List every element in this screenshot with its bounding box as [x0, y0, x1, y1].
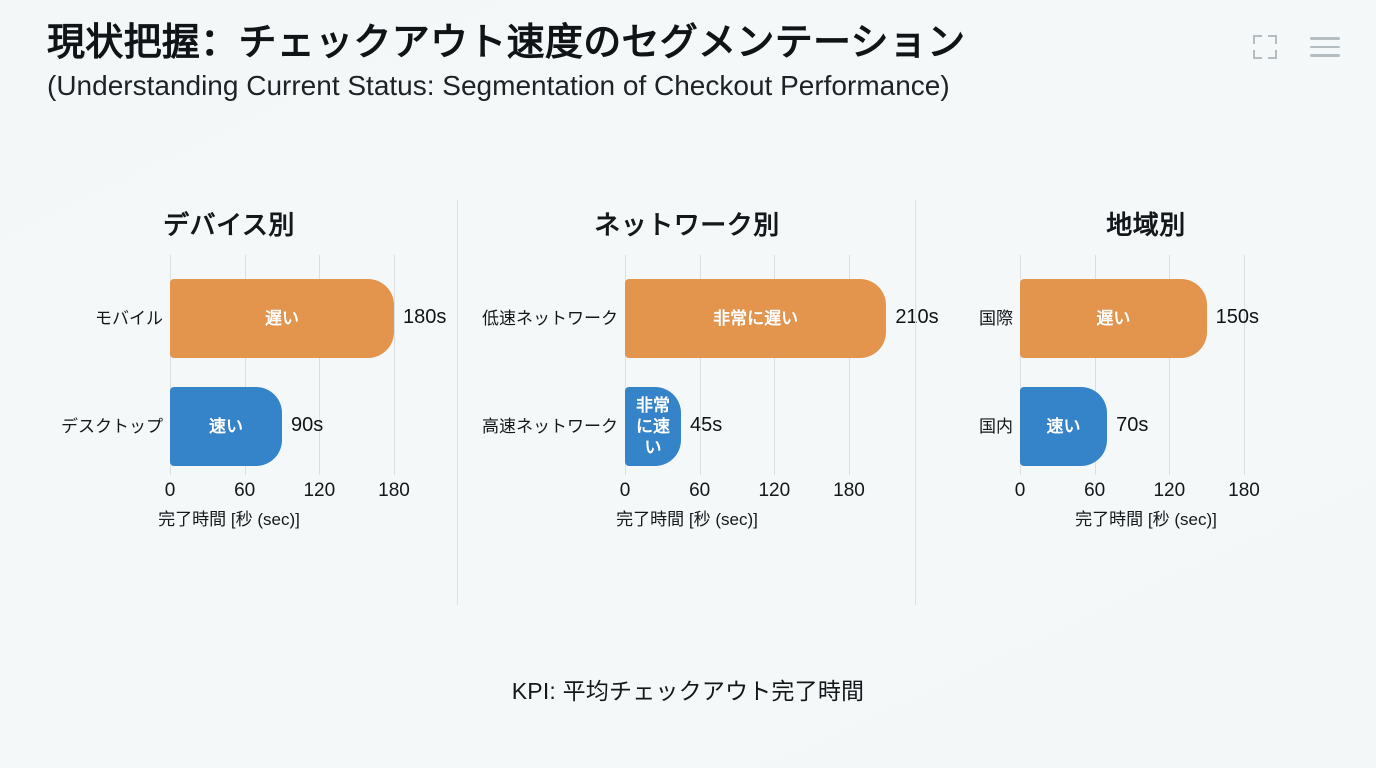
- bar-value-label: 150s: [1215, 306, 1260, 328]
- x-tick-label: 0: [1014, 480, 1026, 501]
- gridline: [1094, 255, 1096, 475]
- bar-value-label: 70s: [1116, 414, 1149, 436]
- bar-value-label: 45s: [689, 414, 723, 436]
- category-label: デスクトップ: [61, 417, 163, 436]
- bar-label: 速い: [208, 416, 243, 436]
- bar: 遅い: [170, 279, 394, 358]
- x-tick-label: 60: [234, 480, 256, 501]
- slide-header: 現状把握：チェックアウト速度のセグメンテーション (Understanding …: [47, 22, 1216, 103]
- x-tick-label: 120: [758, 480, 791, 501]
- fullscreen-icon: [1253, 35, 1277, 59]
- chart-panel-network: ネットワーク別 低速ネットワーク 非常に遅い 210s 高速ネットワーク 非常に速い 45…: [458, 190, 939, 610]
- bar-label: 速い: [1046, 416, 1081, 436]
- x-tick-label: 0: [619, 480, 631, 501]
- bars-layer: モバイル 遅い 180s デスクトップ 速い 90s: [0, 255, 458, 475]
- chart-title: ネットワーク別: [594, 210, 780, 240]
- gridline: [1169, 255, 1171, 475]
- gridline: [625, 255, 626, 475]
- bar: 速い: [170, 387, 282, 466]
- gridlines: [458, 255, 916, 475]
- bar-label: 非常に遅い: [713, 308, 799, 328]
- x-tick-label: 0: [164, 480, 176, 501]
- menu-icon: [1310, 37, 1340, 57]
- chart-panel-region: 地域別 国際 遅い 150s 国内 速い 70s 0 60 120 180 完了時間 [秒 (s…: [916, 190, 1376, 610]
- gridline: [319, 255, 321, 475]
- bar-label: 遅い: [1096, 308, 1131, 328]
- panel-divider: [915, 200, 916, 605]
- x-axis-label: 完了時間 [秒 (sec)]: [1075, 510, 1217, 529]
- window-controls: [1248, 30, 1342, 64]
- panel-divider: [457, 200, 458, 605]
- x-axis-label: 完了時間 [秒 (sec)]: [158, 510, 300, 529]
- gridline: [1243, 255, 1245, 475]
- chart-title: デバイス別: [163, 210, 295, 240]
- gridline: [393, 255, 395, 475]
- x-tick-label: 180: [378, 480, 410, 501]
- x-tick-label: 180: [1228, 480, 1260, 501]
- gridline: [699, 255, 701, 475]
- plot-area: 低速ネットワーク 非常に遅い 210s 高速ネットワーク 非常に速い 45s 0 60 120…: [458, 255, 939, 530]
- menu-button[interactable]: [1308, 30, 1342, 64]
- charts-row: デバイス別 モバイル 遅い 180s デスクトップ 速い 90s 0 60 120 180 完了…: [0, 190, 1376, 610]
- bar-value-label: 180s: [402, 306, 447, 328]
- category-label: 高速ネットワーク: [482, 417, 618, 436]
- x-axis-ticks: 0 60 120 180: [458, 480, 916, 504]
- category-label: 低速ネットワーク: [482, 309, 618, 328]
- x-tick-label: 180: [833, 480, 865, 501]
- category-label: モバイル: [95, 309, 163, 328]
- gridline: [774, 255, 776, 475]
- gridlines: [0, 255, 458, 475]
- fullscreen-button[interactable]: [1248, 30, 1282, 64]
- bar-value-label: 90s: [290, 414, 324, 436]
- chart-panel-device: デバイス別 モバイル 遅い 180s デスクトップ 速い 90s 0 60 120 180 完了…: [0, 190, 458, 610]
- page-title: 現状把握：チェックアウト速度のセグメンテーション: [47, 22, 966, 64]
- x-axis-label: 完了時間 [秒 (sec)]: [616, 510, 758, 529]
- gridline: [170, 255, 171, 475]
- gridline: [848, 255, 850, 475]
- x-tick-label: 60: [1084, 480, 1106, 501]
- bar-value-label: 210s: [895, 306, 939, 328]
- bars-layer: 国際 遅い 150s 国内 速い 70s: [916, 255, 1376, 475]
- page-subtitle: (Understanding Current Status: Segmentat…: [47, 69, 950, 101]
- bars-layer: 低速ネットワーク 非常に遅い 210s 高速ネットワーク 非常に速い 45s: [458, 255, 939, 475]
- chart-title: 地域別: [1106, 210, 1186, 240]
- plot-area: モバイル 遅い 180s デスクトップ 速い 90s 0 60 120 180 完了時間 [秒 …: [0, 255, 458, 530]
- gridline: [1020, 255, 1021, 475]
- bar-label: 非常に速い: [635, 395, 670, 458]
- gridline: [244, 255, 246, 475]
- bar: 遅い: [1020, 279, 1207, 358]
- bar-label: 遅い: [264, 308, 299, 328]
- category-label: 国内: [979, 417, 1013, 436]
- x-tick-label: 60: [689, 480, 711, 501]
- x-axis-ticks: 0 60 120 180: [916, 480, 1376, 504]
- x-tick-label: 120: [303, 480, 336, 501]
- gridlines: [916, 255, 1376, 475]
- category-label: 国際: [979, 309, 1013, 328]
- x-axis-ticks: 0 60 120 180: [0, 480, 458, 504]
- bar: 非常に遅い: [625, 279, 887, 358]
- plot-area: 国際 遅い 150s 国内 速い 70s 0 60 120 180 完了時間 [秒 (sec)]: [916, 255, 1376, 530]
- x-tick-label: 120: [1153, 480, 1186, 501]
- kpi-caption: KPI: 平均チェックアウト完了時間: [511, 678, 865, 704]
- bar: 速い: [1020, 387, 1108, 466]
- bar: 非常に速い: [625, 387, 681, 466]
